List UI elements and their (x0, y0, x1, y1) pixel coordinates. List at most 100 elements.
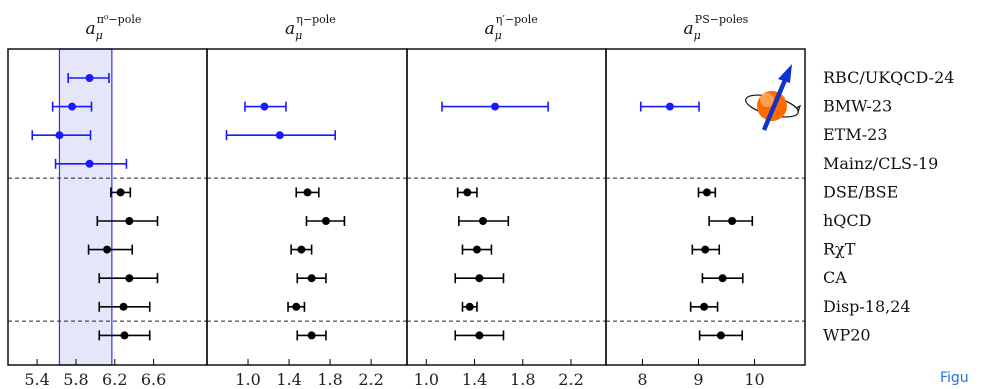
tick-label-ps-1: 9 (693, 370, 703, 389)
errorbar-ps-row-8 (689, 301, 719, 312)
tick-label-pi0-3: 6.6 (141, 370, 166, 389)
point-marker (275, 131, 284, 140)
point-marker (55, 131, 64, 140)
errorbar-eta-row-7 (296, 273, 327, 284)
tick-label-etaprime-3: 2.2 (558, 370, 583, 389)
point-marker (292, 302, 301, 311)
marks-layer (31, 73, 754, 341)
tick-label-eta-3: 2.2 (358, 370, 383, 389)
point-marker (700, 302, 709, 311)
point-marker (321, 217, 330, 225)
point-marker (307, 331, 316, 340)
point-marker (125, 217, 134, 225)
errorbar-pi0-row-7 (98, 273, 159, 284)
point-marker (478, 217, 487, 225)
panel-title-eta: aμη−pole (285, 13, 336, 42)
errorbar-etaprime-row-8 (461, 301, 478, 312)
caption-fragment: Figu (940, 370, 969, 386)
point-marker (728, 217, 737, 225)
errorbar-eta-row-2 (225, 130, 337, 141)
tick-label-eta-2: 1.8 (317, 370, 342, 389)
row-label-2: ETM-23 (823, 125, 888, 144)
errorbar-eta-row-4 (295, 187, 320, 198)
point-marker (491, 102, 500, 111)
errorbar-ps-row-7 (701, 273, 744, 284)
muon-spin-icon (745, 64, 802, 131)
point-marker (85, 74, 94, 82)
errorbar-etaprime-row-1 (441, 101, 549, 112)
tick-label-pi0-0: 5.4 (24, 370, 49, 389)
errorbar-etaprime-row-6 (461, 244, 493, 255)
errorbar-etaprime-row-5 (458, 216, 510, 226)
point-marker (68, 102, 77, 111)
errorbar-etaprime-row-9 (454, 330, 505, 341)
errorbar-ps-row-6 (691, 244, 721, 255)
row-label-4: DSE/BSE (823, 182, 898, 201)
separator-layer (8, 177, 805, 322)
errorbar-pi0-row-1 (51, 101, 93, 112)
row-label-layer: RBC/UKQCD-24 BMW-23 ETM-23 Mainz/CLS-19 DSE/… (823, 68, 954, 344)
point-marker (297, 245, 306, 254)
tick-label-pi0-2: 6.2 (102, 370, 127, 389)
panel-frame-ps (605, 48, 806, 366)
point-marker (85, 159, 94, 168)
errorbar-ps-row-1 (639, 101, 700, 112)
point-marker (718, 274, 727, 283)
row-label-9: WP20 (823, 325, 871, 344)
errorbar-eta-row-8 (287, 301, 306, 312)
point-marker (702, 188, 711, 197)
panel-frame-etaprime (406, 48, 607, 366)
point-marker (472, 245, 481, 254)
point-marker (475, 331, 484, 340)
panel-frames (7, 48, 806, 366)
errorbar-pi0-row-8 (98, 301, 151, 312)
errorbar-eta-row-9 (296, 330, 327, 341)
point-marker (125, 274, 134, 283)
point-marker (463, 188, 472, 197)
point-marker (120, 331, 129, 340)
errorbar-eta-row-6 (290, 244, 313, 255)
errorbar-etaprime-row-7 (454, 273, 505, 284)
panel-title-pi0: aμπ⁰−pole (86, 13, 142, 42)
errorbar-eta-row-1 (244, 101, 287, 112)
tick-layer: 5.4 5.8 6.2 6.6 1.0 1.4 1.8 2.2 1.0 1.4 1.8 2.2 8 9 10 (24, 359, 765, 389)
errorbar-etaprime-row-4 (456, 187, 478, 198)
errorbar-ps-row-9 (698, 330, 744, 341)
row-label-0: RBC/UKQCD-24 (823, 68, 954, 87)
errorbar-ps-row-4 (697, 187, 717, 198)
panel-title-ps: aμPS−poles (684, 13, 749, 42)
row-label-8: Disp-18,24 (823, 297, 911, 316)
tick-label-pi0-1: 5.8 (63, 370, 88, 389)
errorbar-ps-row-5 (708, 216, 754, 226)
point-marker (465, 302, 474, 311)
row-label-3: Mainz/CLS-19 (823, 154, 938, 173)
point-marker (475, 274, 484, 283)
point-marker (716, 331, 725, 340)
band-pi0 (58, 48, 113, 366)
band-layer (58, 48, 113, 366)
point-marker (119, 302, 128, 311)
panel-title-etaprime: aμη′−pole (485, 13, 538, 42)
tick-label-ps-2: 10 (744, 370, 764, 389)
point-marker (665, 102, 674, 111)
errorbar-pi0-row-4 (110, 187, 132, 198)
tick-label-etaprime-1: 1.4 (462, 370, 487, 389)
row-label-7: CA (823, 268, 847, 287)
errorbar-pi0-row-9 (98, 330, 151, 341)
tick-label-etaprime-2: 1.8 (510, 370, 535, 389)
errorbar-eta-row-5 (305, 216, 346, 226)
panel-frame-eta (206, 48, 408, 366)
point-marker (116, 188, 125, 197)
tick-label-eta-1: 1.4 (276, 370, 301, 389)
point-marker (260, 102, 269, 111)
title-layer: aμπ⁰−pole aμη−pole aμη′−pole aμPS−poles (86, 13, 749, 42)
tick-label-eta-0: 1.0 (235, 370, 260, 389)
errorbar-pi0-row-3 (54, 158, 128, 169)
errorbar-pi0-row-6 (87, 244, 134, 255)
point-marker (303, 188, 312, 197)
point-marker (307, 274, 316, 283)
row-label-1: BMW-23 (823, 97, 892, 116)
row-label-6: RχT (823, 240, 856, 259)
row-label-5: hQCD (823, 211, 872, 230)
errorbar-pi0-row-5 (96, 216, 159, 226)
